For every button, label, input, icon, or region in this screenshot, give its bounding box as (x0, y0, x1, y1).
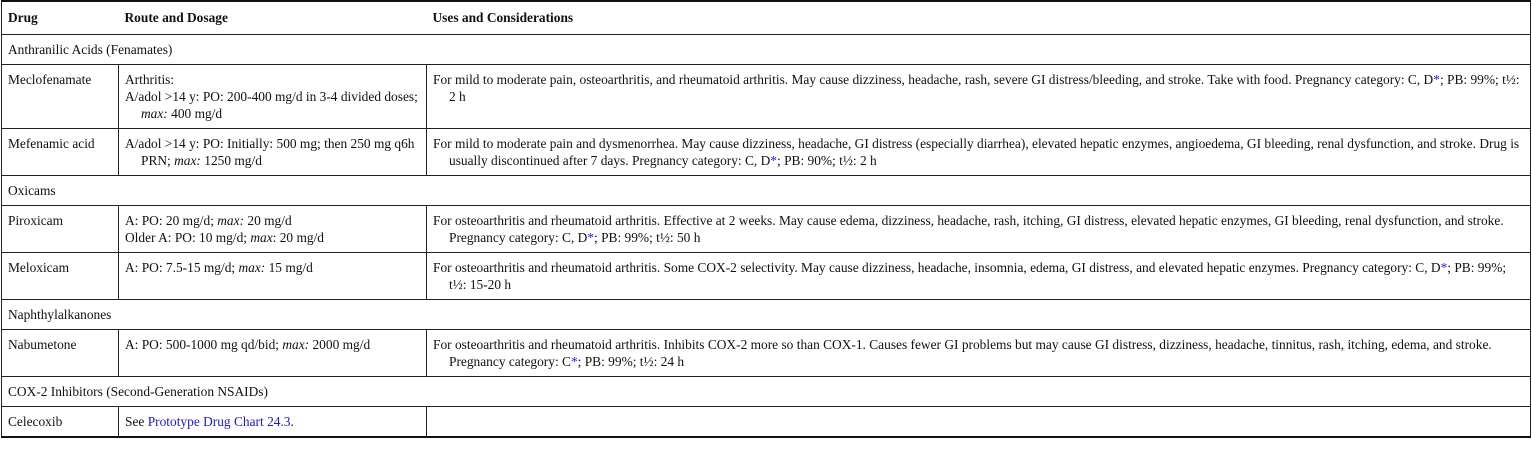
drug-name: Nabumetone (1, 329, 119, 377)
dosage-line: A/adol >14 y: PO: 200-400 mg/d in 3-4 di… (125, 88, 420, 122)
uses-segment: ; PB: 90%; t½: 2 h (777, 153, 877, 168)
dosage-text: A/adol >14 y: PO: 200-400 mg/d in 3-4 di… (125, 89, 418, 104)
route-dosage-cell: A: PO: 500-1000 mg qd/bid; max: 2000 mg/… (118, 329, 427, 377)
dosage-text: A: PO: 7.5-15 mg/d; (125, 260, 239, 275)
uses-text: For osteoarthritis and rheumatoid arthri… (433, 336, 1524, 370)
footnote-asterisk[interactable]: * (1440, 260, 1448, 275)
uses-cell: For osteoarthritis and rheumatoid arthri… (426, 205, 1531, 253)
drug-class-heading: COX-2 Inhibitors (Second-Generation NSAI… (1, 376, 1531, 407)
drug-name: Meloxicam (1, 252, 119, 300)
max-label: max (250, 230, 273, 245)
dosage-text: A: PO: 20 mg/d; (125, 213, 218, 228)
uses-text: For mild to moderate pain, osteoarthriti… (433, 71, 1524, 105)
dosage-line: A: PO: 20 mg/d; max: 20 mg/d (125, 212, 420, 229)
group-row: Anthranilic Acids (Fenamates) (1, 34, 1531, 65)
group-row: Oxicams (1, 175, 1531, 206)
uses-cell (426, 406, 1531, 438)
table-row: Meclofenamate Arthritis: A/adol >14 y: PO:… (1, 64, 1531, 129)
table-row: Meloxicam A: PO: 7.5-15 mg/d; max: 15 mg/… (1, 252, 1531, 300)
footnote-asterisk[interactable]: * (770, 153, 777, 168)
route-dosage-cell: A: PO: 7.5-15 mg/d; max: 15 mg/d (118, 252, 427, 300)
group-row: Naphthylalkanones (1, 299, 1531, 330)
table-row: Mefenamic acid A/adol >14 y: PO: Initiall… (1, 128, 1531, 176)
uses-segment: ; PB: 99%; t½: 50 h (594, 230, 701, 245)
table-body: Anthranilic Acids (Fenamates) Meclofenama… (1, 34, 1531, 438)
uses-segment: For osteoarthritis and rheumatoid arthri… (433, 337, 1492, 369)
max-label: max: (282, 337, 310, 352)
header-row: Drug Route and Dosage Uses and Considera… (1, 0, 1531, 35)
uses-segment: For mild to moderate pain, osteoarthriti… (433, 72, 1434, 87)
uses-text: For osteoarthritis and rheumatoid arthri… (433, 212, 1524, 246)
footnote-asterisk[interactable]: * (1433, 72, 1440, 87)
dosage-text: Older A: PO: 10 mg/d; (125, 230, 251, 245)
prototype-chart-link[interactable]: Prototype Drug Chart 24.3 (147, 414, 291, 429)
table-row: Nabumetone A: PO: 500-1000 mg qd/bid; max… (1, 329, 1531, 377)
uses-text: For mild to moderate pain and dysmenorrh… (433, 135, 1524, 169)
table-row: Piroxicam A: PO: 20 mg/d; max: 20 mg/d Old… (1, 205, 1531, 253)
uses-segment: ; PB: 99%; t½: 15-20 h (449, 260, 1507, 292)
drug-class-heading: Naphthylalkanones (1, 299, 1531, 330)
dosage-line: A: PO: 7.5-15 mg/d; max: 15 mg/d (125, 259, 420, 276)
uses-segment: ; PB: 99%; t½: 2 h (449, 72, 1520, 104)
uses-cell: For osteoarthritis and rheumatoid arthri… (426, 329, 1531, 377)
nsaid-drug-table: Drug Route and Dosage Uses and Considera… (1, 0, 1531, 438)
dosage-text: 2000 mg/d (309, 337, 371, 352)
drug-name: Meclofenamate (1, 64, 119, 129)
dosage-text: . (290, 414, 294, 429)
header-drug: Drug (1, 0, 119, 35)
route-dosage-cell: Arthritis: A/adol >14 y: PO: 200-400 mg/d… (118, 64, 427, 129)
uses-cell: For osteoarthritis and rheumatoid arthri… (426, 252, 1531, 300)
dosage-line: Older A: PO: 10 mg/d; max: 20 mg/d (125, 229, 420, 246)
uses-text: For osteoarthritis and rheumatoid arthri… (433, 259, 1524, 293)
dosage-text: 1250 mg/d (200, 153, 262, 168)
dosage-line: See Prototype Drug Chart 24.3. (125, 413, 420, 430)
uses-cell: For mild to moderate pain, osteoarthriti… (426, 64, 1531, 129)
dosage-line: A/adol >14 y: PO: Initially: 500 mg; the… (125, 135, 420, 169)
drug-class-heading: Oxicams (1, 175, 1531, 206)
header-route-dosage: Route and Dosage (118, 0, 427, 35)
dosage-text: 400 mg/d (167, 106, 223, 121)
header-uses: Uses and Considerations (426, 0, 1531, 35)
dosage-text: 15 mg/d (265, 260, 313, 275)
dosage-text: : 20 mg/d (272, 230, 325, 245)
dosage-text: Arthritis: (125, 72, 175, 87)
drug-name: Piroxicam (1, 205, 119, 253)
dosage-text: See (125, 414, 148, 429)
footnote-asterisk[interactable]: * (570, 354, 578, 369)
drug-name: Mefenamic acid (1, 128, 119, 176)
uses-segment: For mild to moderate pain and dysmenorrh… (433, 136, 1520, 168)
max-label: max: (141, 106, 168, 121)
uses-segment: For osteoarthritis and rheumatoid arthri… (433, 260, 1441, 275)
uses-segment: ; PB: 99%; t½: 24 h (577, 354, 685, 369)
max-label: max: (174, 153, 201, 168)
table-row: Celecoxib See Prototype Drug Chart 24.3. (1, 406, 1531, 438)
group-row: COX-2 Inhibitors (Second-Generation NSAI… (1, 376, 1531, 407)
dosage-text: 20 mg/d (244, 213, 292, 228)
uses-segment: For osteoarthritis and rheumatoid arthri… (433, 213, 1504, 245)
max-label: max: (217, 213, 245, 228)
footnote-asterisk[interactable]: * (587, 230, 595, 245)
drug-name: Celecoxib (1, 406, 119, 438)
dosage-line: Arthritis: (125, 71, 420, 88)
dosage-text: A: PO: 500-1000 mg qd/bid; (125, 337, 283, 352)
uses-cell: For mild to moderate pain and dysmenorrh… (426, 128, 1531, 176)
dosage-line: A: PO: 500-1000 mg qd/bid; max: 2000 mg/… (125, 336, 420, 353)
dosage-text: A/adol >14 y: PO: Initially: 500 mg; the… (125, 136, 415, 168)
max-label: max: (238, 260, 266, 275)
route-dosage-cell: A/adol >14 y: PO: Initially: 500 mg; the… (118, 128, 427, 176)
drug-class-heading: Anthranilic Acids (Fenamates) (1, 34, 1531, 65)
route-dosage-cell: See Prototype Drug Chart 24.3. (118, 406, 427, 438)
route-dosage-cell: A: PO: 20 mg/d; max: 20 mg/d Older A: PO:… (118, 205, 427, 253)
